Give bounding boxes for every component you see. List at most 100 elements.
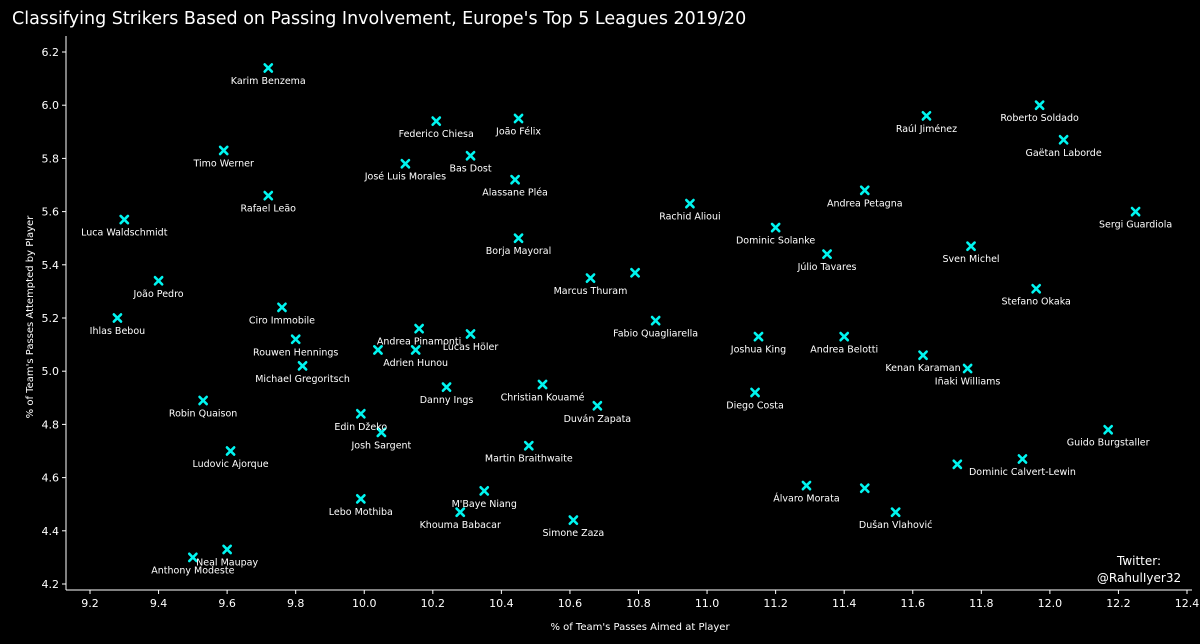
x-tick-label: 11.2: [763, 597, 788, 610]
data-point-marker: [1034, 100, 1045, 111]
point-label: Júlio Tavares: [797, 262, 857, 273]
point-label: Diego Costa: [726, 400, 784, 411]
data-point-marker: [290, 334, 301, 345]
data-point-marker: [568, 515, 579, 526]
point-label: Federico Chiesa: [399, 129, 474, 140]
data-point-marker: [513, 113, 524, 124]
point-label: Gaëtan Laborde: [1025, 148, 1101, 159]
x-tick-label: 11.6: [901, 597, 926, 610]
credit-line-2: @RahulIyer32: [1097, 571, 1181, 585]
data-point-marker: [455, 507, 466, 518]
y-tick-label: 4.4: [42, 525, 60, 538]
data-point-marker: [510, 174, 520, 185]
point-label: Luca Waldschmidt: [81, 228, 168, 239]
point-label: Christian Kouamé: [501, 393, 585, 404]
point-label: Simone Zaza: [542, 528, 604, 539]
point-label: Michael Gregoritsch: [255, 374, 350, 385]
point-label: Andrea Pinamonti: [377, 337, 461, 348]
data-point-marker: [962, 363, 973, 374]
y-tick-label: 5.2: [42, 312, 60, 325]
data-point-marker: [198, 395, 209, 406]
point-label: Karim Benzema: [231, 76, 306, 87]
point-label: João Pedro: [133, 289, 184, 300]
y-tick-label: 5.0: [42, 365, 60, 378]
point-label: Andrea Petagna: [827, 198, 903, 209]
y-tick-label: 4.6: [42, 472, 60, 485]
data-point-marker: [685, 198, 695, 209]
data-point-marker: [921, 110, 932, 121]
point-label: José Luis Morales: [364, 172, 446, 183]
data-point-marker: [479, 485, 490, 496]
data-point-marker: [822, 249, 832, 260]
y-tick-label: 5.4: [42, 259, 60, 272]
data-point-marker: [585, 273, 596, 284]
data-point-marker: [400, 158, 411, 169]
point-label: Anthony Modeste: [151, 565, 234, 576]
data-point-marker: [770, 222, 781, 233]
point-label: Dominic Solanke: [736, 236, 815, 247]
data-point-marker: [1031, 283, 1042, 294]
point-label: Dominic Calvert-Lewin: [969, 467, 1076, 478]
credit-line-1: Twitter:: [1116, 554, 1161, 568]
data-point-marker: [801, 480, 812, 491]
data-point-marker: [410, 345, 421, 355]
point-label: Lucas Höler: [443, 342, 499, 353]
data-point-marker: [355, 408, 366, 419]
y-tick-label: 6.2: [42, 46, 60, 59]
data-point-marker: [373, 345, 383, 355]
x-tick-label: 12.4: [1175, 597, 1200, 610]
point-label: Kenan Karaman: [885, 363, 960, 374]
data-point-marker: [187, 552, 198, 563]
point-label: Sven Michel: [942, 254, 999, 265]
point-label: João Félix: [495, 127, 541, 138]
y-tick-label: 5.6: [42, 206, 60, 219]
point-label: Rouwen Hennings: [253, 347, 338, 358]
y-tick-label: 6.0: [42, 99, 60, 112]
x-tick-label: 9.8: [287, 597, 305, 610]
x-tick-label: 9.6: [218, 597, 236, 610]
data-point-marker: [859, 483, 870, 494]
point-label: Raúl Jiménez: [896, 124, 957, 135]
y-tick-label: 4.8: [42, 418, 60, 431]
point-label: Fabio Quagliarella: [613, 329, 698, 340]
data-point-marker: [119, 214, 130, 225]
x-tick-label: 12.0: [1038, 597, 1063, 610]
point-label: Ludovic Ajorque: [193, 459, 269, 470]
x-tick-label: 10.4: [489, 597, 514, 610]
point-label: Stefano Okaka: [1001, 297, 1070, 308]
point-label: Álvaro Morata: [773, 493, 839, 505]
x-tick-label: 10.0: [352, 597, 377, 610]
point-label: Bas Dost: [449, 164, 491, 175]
data-point-marker: [630, 267, 640, 278]
data-point-marker: [112, 313, 123, 323]
y-axis-label: % of Team's Passes Attempted by Player: [25, 215, 36, 419]
point-label: Duván Zapata: [564, 414, 632, 425]
data-point-marker: [297, 360, 308, 371]
x-tick-label: 10.8: [626, 597, 651, 610]
point-labels: Karim Benzema Federico Chiesa João Félix Ro…: [81, 76, 1172, 576]
data-point-marker: [222, 544, 233, 555]
x-tick-label: 9.2: [81, 597, 99, 610]
data-point-marker: [376, 427, 387, 438]
data-point-marker: [1130, 206, 1141, 217]
point-label: Martin Braithwaite: [485, 454, 573, 465]
data-point-marker: [441, 382, 452, 393]
point-label: Dušan Vlahović: [859, 520, 932, 531]
x-tick-label: 11.0: [695, 597, 720, 610]
data-point-marker: [753, 331, 764, 342]
data-point-marker: [1017, 454, 1028, 464]
point-label: Ciro Immobile: [249, 315, 315, 326]
x-tick-label: 11.4: [832, 597, 857, 610]
point-label: Adrien Hunou: [383, 358, 448, 369]
data-point-marker: [966, 241, 976, 252]
chart-title: Classifying Strikers Based on Passing In…: [12, 9, 747, 29]
point-label: Robin Quaison: [169, 408, 237, 419]
point-label: Iñaki Williams: [935, 377, 1001, 388]
data-point-marker: [153, 275, 164, 286]
data-point-marker: [750, 387, 760, 398]
data-point-marker: [431, 116, 442, 127]
data-point-marker: [225, 446, 236, 456]
data-point-marker: [890, 507, 901, 518]
y-tick-label: 4.2: [42, 578, 60, 591]
